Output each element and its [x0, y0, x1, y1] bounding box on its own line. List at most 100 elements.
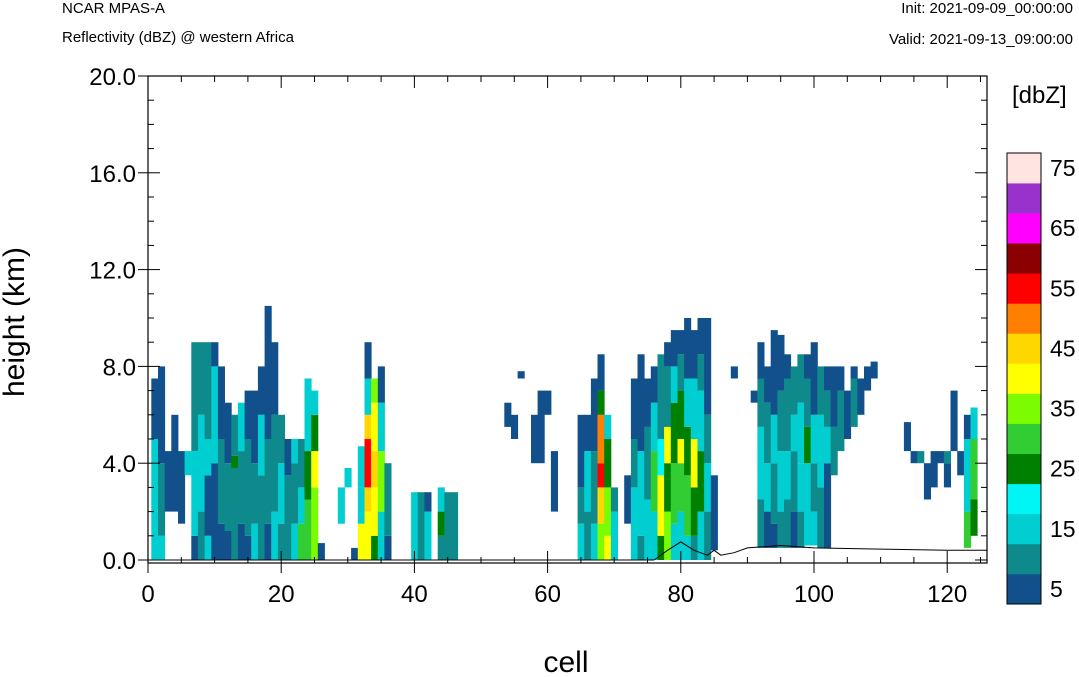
- reflectivity-cell: [204, 439, 212, 476]
- reflectivity-cell: [757, 342, 765, 379]
- reflectivity-cell: [244, 535, 252, 560]
- reflectivity-cell: [784, 378, 792, 452]
- reflectivity-cell: [824, 426, 832, 464]
- reflectivity-cell: [764, 463, 772, 512]
- reflectivity-cell: [824, 390, 832, 427]
- reflectivity-cell: [364, 487, 372, 512]
- reflectivity-cell: [757, 426, 765, 500]
- reflectivity-cell: [810, 414, 818, 464]
- reflectivity-cell: [217, 523, 225, 560]
- reflectivity-cell: [697, 318, 705, 355]
- reflectivity-cell: [311, 451, 319, 488]
- x-tick-label: 100: [794, 581, 834, 608]
- reflectivity-cell: [903, 422, 911, 452]
- reflectivity-cell: [264, 305, 272, 439]
- colorbar-label: 55: [1050, 275, 1076, 301]
- reflectivity-cell: [424, 492, 432, 512]
- reflectivity-cell: [684, 318, 692, 379]
- reflectivity-cell: [650, 451, 658, 512]
- reflectivity-cell: [630, 487, 638, 560]
- reflectivity-cell: [277, 523, 285, 560]
- colorbar-swatch: [1007, 153, 1041, 184]
- reflectivity-cell: [950, 390, 958, 452]
- reflectivity-cell: [664, 342, 672, 367]
- reflectivity-cell: [237, 451, 245, 524]
- reflectivity-cell: [637, 451, 645, 536]
- reflectivity-cell: [604, 535, 612, 560]
- reflectivity-cell: [217, 366, 225, 439]
- reflectivity-cell: [577, 523, 585, 560]
- reflectivity-cell: [804, 354, 812, 379]
- reflectivity-cell: [790, 366, 798, 415]
- reflectivity-cell: [657, 475, 665, 536]
- reflectivity-cell: [824, 366, 832, 391]
- reflectivity-cell: [577, 414, 585, 488]
- reflectivity-cell: [277, 463, 285, 524]
- reflectivity-cell: [624, 475, 632, 524]
- reflectivity-cell: [257, 366, 265, 415]
- reflectivity-cell: [224, 402, 232, 464]
- reflectivity-cell: [650, 366, 658, 403]
- y-tick-label: 12.0: [89, 258, 136, 285]
- reflectivity-cell: [630, 378, 638, 439]
- reflectivity-cell: [704, 511, 712, 560]
- reflectivity-cell: [584, 451, 592, 512]
- reflectivity-cell: [870, 361, 878, 379]
- colorbar-swatch: [1007, 303, 1041, 334]
- x-tick-label: 80: [667, 581, 694, 608]
- reflectivity-cell: [797, 354, 805, 403]
- reflectivity-cell: [963, 414, 971, 439]
- reflectivity-cell: [690, 330, 698, 379]
- colorbar-swatch: [1007, 363, 1041, 394]
- reflectivity-cell: [151, 439, 159, 512]
- colorbar-label: 25: [1050, 456, 1076, 482]
- reflectivity-cell: [670, 463, 678, 524]
- reflectivity-cell: [504, 402, 512, 427]
- reflectivity-cell: [704, 463, 712, 512]
- colorbar-frame: [1006, 152, 1042, 605]
- reflectivity-cell: [284, 475, 292, 560]
- reflectivity-cell: [644, 378, 652, 427]
- reflectivity-cell: [670, 366, 678, 403]
- colorbar-label: 15: [1050, 516, 1076, 542]
- reflectivity-cell: [684, 535, 692, 560]
- reflectivity-cell: [917, 451, 925, 464]
- reflectivity-cell: [437, 487, 445, 512]
- colorbar-swatch: [1007, 393, 1041, 424]
- reflectivity-cell: [171, 414, 179, 512]
- reflectivity-cell: [164, 451, 172, 512]
- reflectivity-cell: [764, 402, 772, 464]
- reflectivity-cell: [684, 378, 692, 427]
- reflectivity-cell: [690, 378, 698, 439]
- reflectivity-cell: [197, 342, 205, 415]
- reflectivity-cell: [704, 414, 712, 464]
- reflectivity-cell: [304, 451, 312, 500]
- reflectivity-cell: [810, 463, 818, 512]
- reflectivity-cell: [610, 487, 618, 512]
- reflectivity-cell: [677, 390, 685, 439]
- reflectivity-cell: [770, 523, 778, 548]
- reflectivity-cell: [511, 414, 519, 439]
- reflectivity-cell: [257, 475, 265, 560]
- y-tick-label: 4.0: [103, 451, 136, 478]
- reflectivity-cell: [604, 487, 612, 536]
- reflectivity-cell: [937, 451, 945, 464]
- reflectivity-cell: [271, 414, 279, 512]
- reflectivity-cell: [371, 378, 379, 403]
- reflectivity-cell: [770, 414, 778, 464]
- reflectivity-cell: [963, 439, 971, 512]
- reflectivity-cell: [590, 523, 598, 560]
- reflectivity-cell: [677, 463, 685, 512]
- reflectivity-cell: [610, 511, 618, 560]
- reflectivity-cell: [697, 354, 705, 391]
- y-axis-label: height (km): [0, 247, 31, 397]
- reflectivity-cell: [797, 463, 805, 512]
- reflectivity-cell: [158, 366, 166, 464]
- reflectivity-cell: [670, 330, 678, 367]
- reflectivity-cell: [844, 390, 852, 439]
- reflectivity-cell: [857, 378, 865, 415]
- reflectivity-cell: [377, 451, 385, 512]
- reflectivity-cell: [584, 511, 592, 560]
- reflectivity-cell: [351, 547, 359, 560]
- reflectivity-cell: [970, 407, 978, 439]
